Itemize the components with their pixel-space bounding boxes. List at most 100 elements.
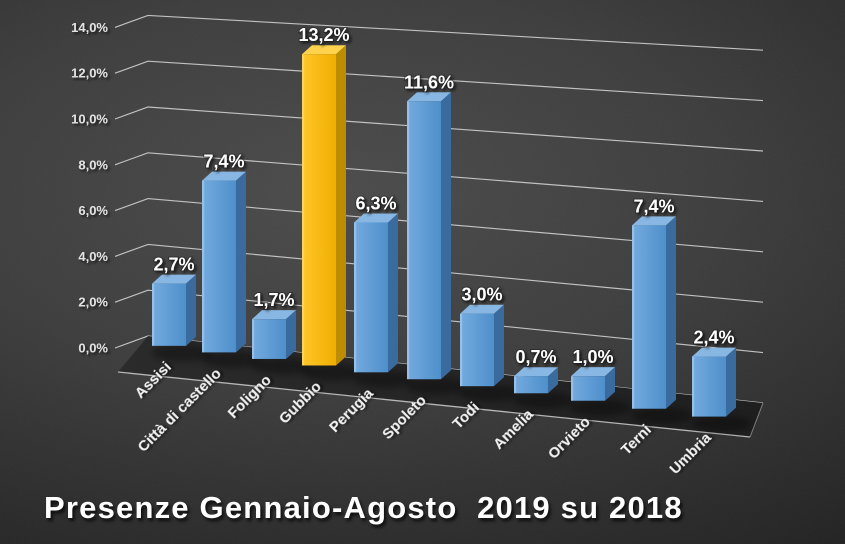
data-labels: 2,7% 7,4% 1,7% 13,2% 6,3% 11,6% 3,0% 0,7% 1,0% 7,…	[152, 24, 735, 368]
y-axis-label-5: 10,0%	[71, 112, 108, 127]
bar-value-label-umbria: 2,4%	[693, 328, 734, 348]
bar-side-face	[186, 274, 196, 346]
bar-shadow-perugia	[354, 370, 414, 388]
bar-edge-highlight	[202, 180, 205, 353]
bar-value-label-assisi: 2,7%	[153, 255, 194, 275]
bar-edge-highlight	[407, 101, 410, 380]
y-axis-label-2: 4,0%	[78, 249, 108, 264]
bar-orvieto[interactable]	[571, 367, 615, 401]
y-axis-label-3: 6,0%	[78, 203, 108, 218]
bar-top-face	[571, 367, 615, 377]
bar-foligno[interactable]	[252, 310, 296, 359]
bar-side-face	[605, 367, 615, 401]
bar-side-face	[236, 171, 246, 353]
bar-front-face	[152, 283, 186, 346]
bar-amelia[interactable]	[514, 367, 558, 394]
bar-umbria[interactable]	[692, 347, 736, 417]
bar-front-face	[571, 376, 605, 401]
bar-assisi[interactable]	[152, 274, 196, 346]
bar-top-face	[152, 274, 196, 284]
gridline-14	[114, 14, 764, 51]
gridline-8	[114, 152, 764, 202]
bar-side-face	[548, 367, 558, 394]
bar-top-face	[354, 213, 398, 223]
bar-value-label-terni: 7,4%	[633, 196, 674, 216]
bar-shadow-umbria	[692, 415, 752, 433]
bar-edge-highlight	[571, 376, 574, 401]
bar-top-face	[460, 304, 504, 314]
y-axis-label-0: 0,0%	[78, 341, 108, 356]
bar-side-face	[388, 213, 398, 373]
bar-shadow-foligno	[252, 357, 312, 375]
bar-shadow-terni	[632, 407, 692, 425]
bar-spoleto[interactable]	[407, 92, 451, 380]
bar-shadow-orvieto	[571, 399, 631, 417]
bar-side-face	[441, 92, 451, 380]
bar-front-face	[632, 225, 666, 409]
bar-side-face	[494, 304, 504, 387]
gridline-4	[114, 243, 764, 303]
bar-value-label-orvieto: 1,0%	[572, 347, 613, 367]
value-axis-gridlines	[114, 14, 764, 404]
bar-edge-highlight	[460, 313, 463, 387]
bar-top-face	[514, 367, 558, 377]
y-axis-label-6: 12,0%	[71, 66, 108, 81]
bar-edge-highlight	[354, 222, 357, 373]
bar-front-face	[692, 356, 726, 417]
bar-front-face	[252, 319, 286, 359]
bar-edge-highlight	[152, 283, 155, 346]
bar-side-face	[726, 347, 736, 417]
bar-value-label-todi: 3,0%	[461, 285, 502, 305]
bar-edge-highlight	[252, 319, 255, 359]
floor-right-edge	[749, 402, 764, 438]
bar-side-face	[286, 310, 296, 359]
bar-todi[interactable]	[460, 304, 504, 387]
bar-citta-di-castello[interactable]	[202, 171, 246, 353]
floor-front-edge	[117, 371, 751, 438]
bar-top-face	[252, 310, 296, 320]
gridline-2	[114, 289, 764, 354]
bar-top-face	[632, 216, 676, 226]
y-axis-label-4: 8,0%	[78, 157, 108, 172]
bar-side-face	[666, 216, 676, 409]
bar-top-face	[407, 92, 451, 102]
y-axis-label-1: 2,0%	[78, 295, 108, 310]
gridline-10	[114, 106, 764, 152]
bar-value-label-amelia: 0,7%	[515, 347, 556, 367]
bar-series	[152, 45, 736, 417]
chart-floor	[117, 336, 764, 438]
bar-value-label-perugia: 6,3%	[355, 194, 396, 214]
bar-value-label-gubbio: 13,2%	[298, 25, 349, 45]
bar-top-face	[302, 45, 346, 55]
bar-terni[interactable]	[632, 216, 676, 409]
bar-value-label-spoleto: 11,6%	[404, 72, 454, 92]
bar-side-face	[336, 45, 346, 366]
bar-front-face	[460, 313, 494, 387]
bar-edge-highlight	[692, 356, 695, 417]
bar-perugia[interactable]	[354, 213, 398, 373]
bar-shadow-spoleto	[407, 377, 467, 395]
bar-front-face	[354, 222, 388, 373]
gridline-6	[114, 198, 764, 253]
bar-front-face	[202, 180, 236, 353]
bar-shadow-gubbio	[302, 363, 362, 381]
bar-shadow-todi	[460, 384, 520, 402]
bar-value-label-foligno: 1,7%	[253, 290, 294, 310]
bar-shadow-assisi	[152, 344, 212, 362]
bar-edge-highlight	[514, 376, 517, 394]
bar-value-label-citta-di-castello: 7,4%	[203, 152, 244, 172]
bar-front-face	[514, 376, 548, 394]
bar-shadow-citta-di-castello	[202, 350, 262, 368]
bar-top-face	[692, 347, 736, 357]
bar-edge-highlight	[632, 225, 635, 409]
bar-shadow-amelia	[514, 391, 574, 409]
bar-front-face	[407, 101, 441, 380]
chart-title: Presenze Gennaio-Agosto 2019 su 2018	[44, 490, 683, 525]
bar-front-face	[302, 54, 336, 366]
bar-edge-highlight	[302, 54, 305, 366]
gridline-12	[114, 60, 764, 102]
bar-gubbio[interactable]	[302, 45, 346, 366]
y-axis-label-7: 14,0%	[71, 20, 108, 35]
